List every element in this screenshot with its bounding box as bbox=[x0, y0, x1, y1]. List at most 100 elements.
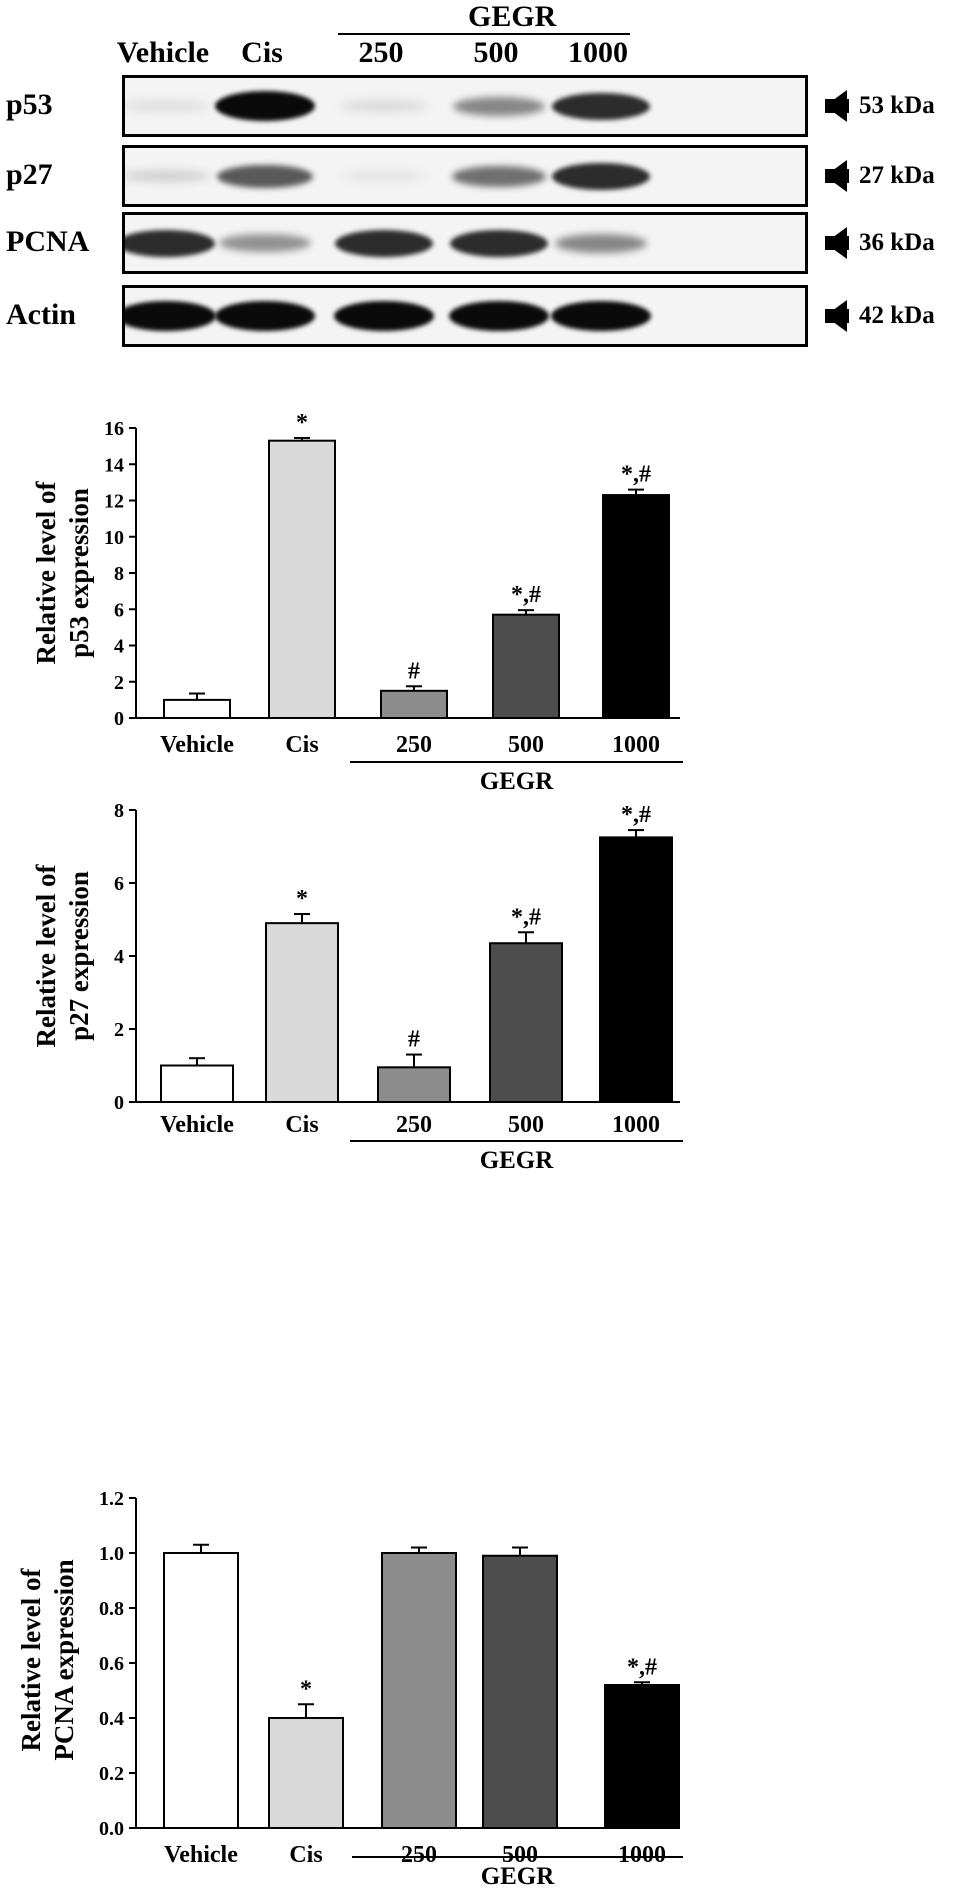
y-tick-label: 0.0 bbox=[99, 1818, 124, 1840]
blot-band bbox=[334, 301, 434, 331]
y-axis-label: Relative level of PCNA expression bbox=[16, 1559, 79, 1760]
category-label: Cis bbox=[285, 732, 318, 758]
y-tick-label: 8 bbox=[114, 800, 124, 822]
blot-band bbox=[551, 301, 651, 331]
blot-lane-label: Cis bbox=[241, 36, 283, 69]
significance-label: * bbox=[296, 410, 308, 436]
category-label: 250 bbox=[396, 732, 432, 758]
y-tick-label: 1.0 bbox=[99, 1543, 124, 1565]
chart-1: 0 2 4 6 8 10 12 14 16 Relative level of p53 expres… bbox=[31, 410, 683, 795]
blot-row-label: p53 bbox=[6, 88, 53, 121]
bar bbox=[492, 613, 560, 719]
y-tick-label: 6 bbox=[114, 599, 124, 621]
y-tick-label: 4 bbox=[114, 636, 124, 658]
blot-group-label: GEGR bbox=[468, 0, 557, 33]
bar bbox=[602, 494, 670, 719]
blot-band bbox=[125, 169, 210, 183]
blot-band bbox=[125, 100, 210, 112]
y-tick-label: 0 bbox=[114, 1092, 124, 1114]
blot-kda-marker: 42 kDa bbox=[825, 300, 935, 332]
blot-row-label: p27 bbox=[6, 158, 53, 191]
significance-label: *,# bbox=[511, 582, 541, 608]
blot-kda-marker: 27 kDa bbox=[825, 160, 935, 192]
blot-row-label: PCNA bbox=[6, 225, 90, 258]
blot-lane-label: 250 bbox=[358, 36, 404, 69]
significance-label: # bbox=[408, 658, 420, 684]
group-label: GEGR bbox=[480, 768, 555, 795]
y-tick-label: 0.4 bbox=[99, 1708, 124, 1730]
blot-panel bbox=[122, 212, 808, 274]
bar bbox=[599, 836, 673, 1103]
blot-band bbox=[554, 233, 648, 253]
category-label: 500 bbox=[508, 1112, 544, 1138]
blot-band bbox=[215, 301, 315, 331]
category-label: 1000 bbox=[612, 1112, 660, 1138]
y-tick-label: 4 bbox=[114, 946, 124, 968]
arrow-left-icon bbox=[825, 227, 849, 259]
arrow-left-icon bbox=[825, 90, 849, 122]
blot-kda-label: 36 kDa bbox=[859, 229, 935, 256]
y-tick-label: 6 bbox=[114, 873, 124, 895]
y-tick-label: 2 bbox=[114, 672, 124, 694]
group-label: GEGR bbox=[481, 1863, 556, 1890]
blot-band bbox=[340, 170, 428, 182]
arrow-left-icon bbox=[825, 160, 849, 192]
blot-band bbox=[340, 100, 428, 112]
blot-kda-label: 27 kDa bbox=[859, 162, 935, 189]
category-label: Vehicle bbox=[160, 1112, 234, 1138]
bar bbox=[381, 1552, 457, 1829]
y-tick-label: 8 bbox=[114, 563, 124, 585]
y-axis-label-line: Relative level of bbox=[16, 1568, 46, 1752]
y-axis-label-line: p53 expression bbox=[64, 488, 94, 658]
y-tick-label: 10 bbox=[104, 527, 124, 549]
bar bbox=[268, 1717, 344, 1829]
category-label: 500 bbox=[508, 732, 544, 758]
category-label: 500 bbox=[502, 1842, 538, 1868]
y-axis-label-line: PCNA expression bbox=[49, 1559, 79, 1760]
y-tick-label: 16 bbox=[104, 418, 124, 440]
blot-kda-label: 42 kDa bbox=[859, 302, 935, 329]
bar bbox=[489, 942, 563, 1103]
significance-label: *,# bbox=[621, 462, 651, 488]
category-label: Vehicle bbox=[164, 1842, 238, 1868]
y-axis-label: Relative level of p53 expression bbox=[31, 481, 94, 665]
blot-row-label: Actin bbox=[6, 298, 76, 331]
bar bbox=[377, 1066, 451, 1103]
blot-band bbox=[450, 229, 548, 257]
blot-lane-label: Vehicle bbox=[116, 36, 210, 69]
blot-band bbox=[125, 301, 216, 331]
group-label: GEGR bbox=[480, 1147, 555, 1174]
blot-band bbox=[217, 164, 313, 188]
category-label: Cis bbox=[289, 1842, 322, 1868]
blot-kda-label: 53 kDa bbox=[859, 92, 935, 119]
category-label: Cis bbox=[285, 1112, 318, 1138]
bar bbox=[268, 439, 336, 719]
y-tick-label: 0 bbox=[114, 708, 124, 730]
y-tick-label: 14 bbox=[104, 454, 124, 476]
blot-panel bbox=[122, 75, 808, 137]
significance-label: *,# bbox=[511, 904, 541, 930]
y-tick-label: 0.2 bbox=[99, 1763, 124, 1785]
blot-band bbox=[215, 91, 315, 121]
bar bbox=[163, 698, 231, 719]
y-axis-label: Relative level of p27 expression bbox=[31, 864, 94, 1048]
bar bbox=[604, 1684, 680, 1829]
arrow-left-icon bbox=[825, 300, 849, 332]
y-tick-label: 12 bbox=[104, 491, 124, 513]
blot-band bbox=[449, 301, 549, 331]
blot-band bbox=[452, 96, 546, 116]
chart-3: 0.0 0.2 0.4 0.6 0.8 1.0 1.2 Relative level of PC… bbox=[16, 1488, 683, 1890]
y-axis-label-line: p27 expression bbox=[64, 871, 94, 1041]
blot-kda-marker: 36 kDa bbox=[825, 227, 935, 259]
category-label: Vehicle bbox=[160, 732, 234, 758]
blot-band bbox=[219, 234, 311, 252]
significance-label: *,# bbox=[621, 802, 651, 828]
bar bbox=[163, 1552, 239, 1829]
blot-band bbox=[452, 165, 546, 187]
y-tick-label: 0.8 bbox=[99, 1598, 124, 1620]
blot-band bbox=[335, 229, 433, 257]
significance-label: *,# bbox=[627, 1654, 657, 1680]
blot-kda-marker: 53 kDa bbox=[825, 90, 935, 122]
y-tick-label: 1.2 bbox=[99, 1488, 124, 1510]
y-axis-label-line: Relative level of bbox=[31, 481, 61, 665]
